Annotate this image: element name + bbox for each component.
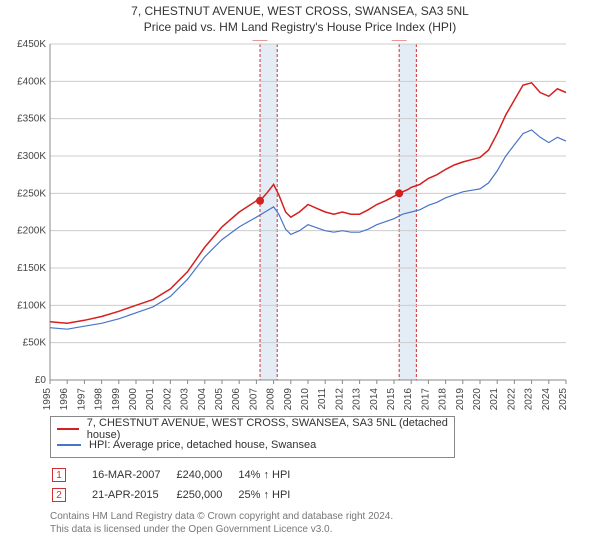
price-chart: £0 £50K £100K £150K £200K £250K £300K £350K £400… (8, 40, 568, 410)
svg-text:2012: 2012 (334, 388, 345, 410)
attribution-line-1: Contains HM Land Registry data © Crown c… (50, 510, 570, 523)
svg-text:2022: 2022 (506, 388, 517, 410)
chart-svg: £0 £50K £100K £150K £200K £250K £300K £350K £400… (8, 40, 568, 410)
title-line-2: Price paid vs. HM Land Registry's House … (0, 20, 600, 34)
sale-price-2: £250,000 (176, 486, 236, 504)
svg-text:2007: 2007 (248, 388, 259, 410)
svg-text:2016: 2016 (403, 388, 414, 410)
sale-delta-1: 14% ↑ HPI (238, 466, 304, 484)
legend-label-1: 7, CHESTNUT AVENUE, WEST CROSS, SWANSEA,… (87, 417, 448, 441)
sale-date-1: 16-MAR-2007 (92, 466, 174, 484)
svg-text:£50K: £50K (23, 338, 47, 349)
svg-text:1996: 1996 (59, 388, 70, 410)
svg-text:£150K: £150K (17, 263, 46, 274)
svg-text:£0: £0 (35, 375, 47, 386)
sale-row-1: 1 16-MAR-2007 £240,000 14% ↑ HPI (52, 466, 304, 484)
svg-text:£450K: £450K (17, 40, 46, 50)
legend-label-2: HPI: Average price, detached house, Swan… (89, 439, 316, 451)
sales-table: 1 16-MAR-2007 £240,000 14% ↑ HPI 2 21-AP… (50, 464, 306, 506)
sale-delta-2: 25% ↑ HPI (238, 486, 304, 504)
svg-text:2002: 2002 (162, 388, 173, 410)
svg-text:1999: 1999 (111, 388, 122, 410)
sale-date-2: 21-APR-2015 (92, 486, 174, 504)
legend: 7, CHESTNUT AVENUE, WEST CROSS, SWANSEA,… (50, 416, 455, 458)
svg-text:2005: 2005 (214, 388, 225, 410)
svg-text:2008: 2008 (266, 388, 277, 410)
svg-text:£350K: £350K (17, 114, 46, 125)
attribution-line-2: This data is licensed under the Open Gov… (50, 523, 570, 536)
legend-item-1: 7, CHESTNUT AVENUE, WEST CROSS, SWANSEA,… (57, 421, 448, 437)
svg-text:2000: 2000 (128, 388, 139, 410)
svg-text:2023: 2023 (524, 388, 535, 410)
svg-text:2006: 2006 (231, 388, 242, 410)
svg-text:2003: 2003 (180, 388, 191, 410)
title-line-1: 7, CHESTNUT AVENUE, WEST CROSS, SWANSEA,… (0, 4, 600, 18)
svg-text:1995: 1995 (42, 388, 53, 410)
svg-text:2001: 2001 (145, 388, 156, 410)
svg-text:£100K: £100K (17, 300, 46, 311)
svg-text:2024: 2024 (541, 388, 552, 410)
svg-text:£200K: £200K (17, 226, 46, 237)
svg-text:2011: 2011 (317, 388, 328, 410)
svg-text:2019: 2019 (455, 388, 466, 410)
sale-row-2: 2 21-APR-2015 £250,000 25% ↑ HPI (52, 486, 304, 504)
svg-text:2025: 2025 (558, 388, 568, 410)
svg-text:£400K: £400K (17, 76, 46, 87)
sale-marker-2: 2 (52, 488, 66, 502)
sale-marker-1: 1 (52, 468, 66, 482)
svg-text:£300K: £300K (17, 151, 46, 162)
svg-text:2018: 2018 (438, 388, 449, 410)
svg-text:2010: 2010 (300, 388, 311, 410)
svg-text:2015: 2015 (386, 388, 397, 410)
svg-text:1997: 1997 (76, 388, 87, 410)
attribution: Contains HM Land Registry data © Crown c… (50, 510, 570, 536)
legend-swatch-2 (57, 444, 81, 446)
svg-text:2014: 2014 (369, 388, 380, 410)
svg-text:2013: 2013 (352, 388, 363, 410)
svg-text:2020: 2020 (472, 388, 483, 410)
svg-text:2017: 2017 (420, 388, 431, 410)
sale-price-1: £240,000 (176, 466, 236, 484)
svg-text:1998: 1998 (94, 388, 105, 410)
svg-text:£250K: £250K (17, 188, 46, 199)
svg-text:2021: 2021 (489, 388, 500, 410)
svg-text:2004: 2004 (197, 388, 208, 410)
legend-swatch-1 (57, 428, 79, 430)
svg-text:2009: 2009 (283, 388, 294, 410)
